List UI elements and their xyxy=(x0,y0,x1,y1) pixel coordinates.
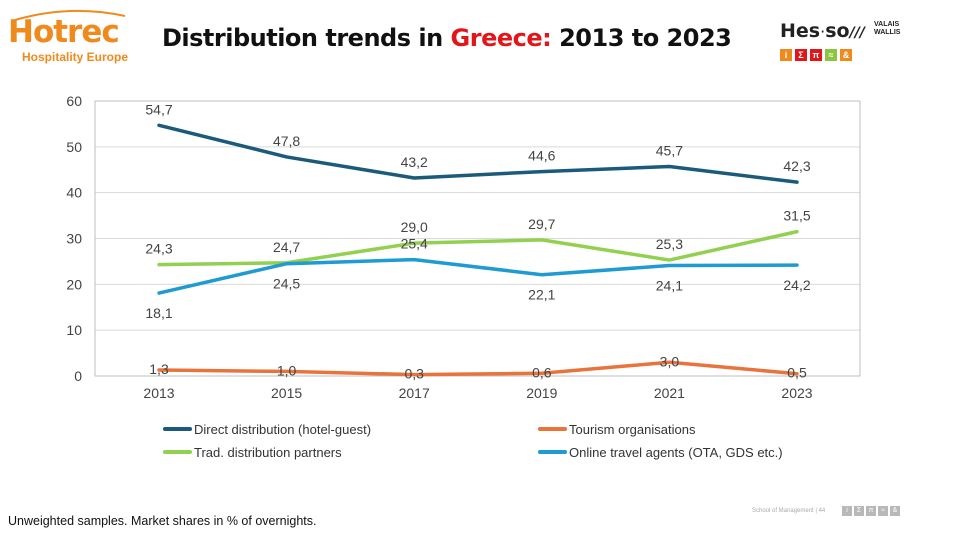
hotrec-logo: Hotrec Hospitality Europe xyxy=(8,8,133,68)
hes-so-name: Hes·so/// xyxy=(780,20,865,42)
data-label: 47,8 xyxy=(273,133,300,149)
data-label: 24,3 xyxy=(145,241,172,257)
footnote: Unweighted samples. Market shares in % o… xyxy=(8,514,317,528)
footer-symbol-box: Σ xyxy=(854,506,864,516)
x-tick-label: 2013 xyxy=(143,385,174,401)
series-line xyxy=(157,123,799,184)
data-label: 44,6 xyxy=(528,148,555,164)
data-label: 31,5 xyxy=(783,208,810,224)
hotrec-logo-tagline: Hospitality Europe xyxy=(22,50,129,64)
series-line xyxy=(157,360,799,377)
y-tick-label: 10 xyxy=(66,322,82,338)
logo-arc-icon xyxy=(14,9,126,21)
data-label: 24,7 xyxy=(273,239,300,255)
plot-frame xyxy=(94,100,861,377)
data-label: 29,7 xyxy=(528,216,555,232)
legend-label: Online travel agents (OTA, GDS etc.) xyxy=(569,445,783,460)
x-tick-label: 2015 xyxy=(271,385,302,401)
y-tick-label: 20 xyxy=(66,276,82,292)
data-label: 0,3 xyxy=(404,366,424,382)
y-tick-label: 60 xyxy=(66,93,82,109)
data-label: 1,3 xyxy=(149,361,169,377)
legend-label: Tourism organisations xyxy=(569,422,696,437)
footer-symbol-box: π xyxy=(866,506,876,516)
data-label: 0,6 xyxy=(532,364,552,380)
hes-symbol-box: i xyxy=(780,49,792,61)
data-label: 25,4 xyxy=(401,236,428,252)
title-country: Greece: xyxy=(450,24,552,52)
data-label: 29,0 xyxy=(401,219,428,235)
data-label: 45,7 xyxy=(656,143,683,159)
x-tick-label: 2023 xyxy=(781,385,812,401)
data-label: 24,1 xyxy=(656,278,683,294)
y-tick-label: 50 xyxy=(66,139,82,155)
x-tick-label: 2019 xyxy=(526,385,557,401)
x-tick-label: 2017 xyxy=(399,385,430,401)
data-label: 42,3 xyxy=(783,158,810,174)
data-label: 24,2 xyxy=(783,277,810,293)
legend-label: Trad. distribution partners xyxy=(194,445,342,460)
y-tick-label: 40 xyxy=(66,185,82,201)
data-label: 0,5 xyxy=(787,365,807,381)
footer-text: School of Management | 44 xyxy=(752,508,826,514)
y-tick-label: 0 xyxy=(74,368,82,384)
hes-so-region: VALAIS WALLIS xyxy=(874,21,901,36)
series-line xyxy=(157,257,799,295)
data-label: 54,7 xyxy=(145,101,172,117)
data-label: 3,0 xyxy=(660,353,680,369)
data-label: 24,5 xyxy=(273,276,300,292)
footer-symbol-box: i xyxy=(842,506,852,516)
hes-symbol-box: Σ xyxy=(795,49,807,61)
footer-symbol-box: & xyxy=(890,506,900,516)
slide-title: Distribution trends in Greece: 2013 to 2… xyxy=(162,24,732,52)
x-tick-label: 2021 xyxy=(654,385,685,401)
data-label: 1,0 xyxy=(277,362,297,378)
legend-label: Direct distribution (hotel-guest) xyxy=(194,422,371,437)
data-label: 43,2 xyxy=(401,154,428,170)
hotrec-logo-name: Hotrec xyxy=(8,14,120,50)
hes-symbol-box: π xyxy=(810,49,822,61)
data-label: 25,3 xyxy=(656,236,683,252)
hes-symbol-box: & xyxy=(840,49,852,61)
y-tick-label: 30 xyxy=(66,231,82,247)
series-line xyxy=(157,229,799,267)
data-label: 18,1 xyxy=(145,305,172,321)
hes-symbol-box: ≈ xyxy=(825,49,837,61)
data-label: 22,1 xyxy=(528,287,555,303)
footer-symbol-box: ≈ xyxy=(878,506,888,516)
